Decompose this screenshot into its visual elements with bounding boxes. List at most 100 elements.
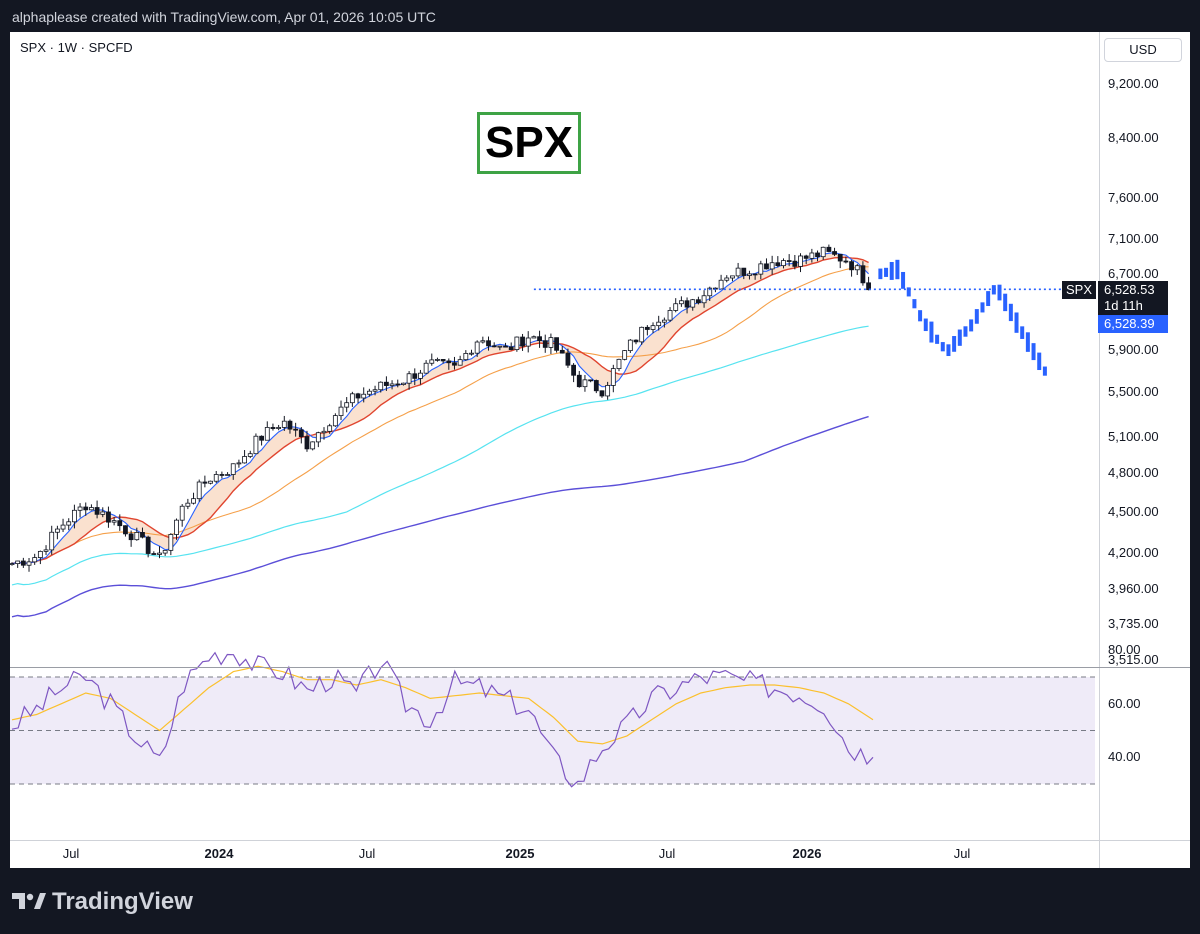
projection-bar [906,287,911,297]
candle-body [520,336,525,347]
candle-body [66,521,72,526]
price-tick-label: 3,735.00 [1108,615,1159,631]
candle-body [32,557,38,563]
ma-cyan-line [11,325,869,586]
candle-body [650,325,656,330]
candle-body [401,382,406,385]
candle-body [514,336,520,350]
candle-body [452,362,457,366]
candle-body [77,506,83,511]
candle-body [730,275,735,279]
time-tick-label: 2026 [792,846,822,861]
projection-bar [986,291,991,307]
candle-body [457,359,463,366]
price-tick-label: 5,500.00 [1108,383,1159,399]
candle-body [196,481,202,500]
candle-body [690,299,696,308]
candle-body [89,507,94,511]
pane-separator[interactable] [10,667,1190,668]
candle-body [230,463,236,475]
candle-body [860,265,866,284]
projection-bar [1014,312,1019,333]
candle-body [168,534,174,551]
candle-body [764,263,769,270]
rsi-signal-line [11,665,874,745]
time-axis-divider [10,840,1190,841]
ma-mid-line [11,256,869,565]
price-chart[interactable] [10,32,1100,868]
bar-countdown: 1d 11h [1104,298,1143,313]
projection-bar [1025,332,1030,352]
candle-body [769,262,775,270]
price-tick-label: 7,100.00 [1108,231,1159,247]
candle-body [741,267,747,276]
candle-body [781,260,786,267]
tradingview-logo: TradingView [12,888,193,916]
candle-body [259,435,265,441]
candle-body [293,428,299,431]
candle-body [72,509,77,523]
candle-body [134,532,140,541]
projection-price-label: 6,528.39 [1098,315,1168,333]
candle-body [633,339,639,343]
candle-body [508,346,514,350]
chart-panel[interactable]: SPX · 1W · SPCFD USD 9,200.00 8,400.00 7,6… [10,32,1190,868]
candle-body [582,379,588,388]
time-tick-label: Jul [658,846,676,861]
candle-body [349,393,355,404]
price-tick-label: 9,200.00 [1108,76,1159,91]
candle-body [361,393,367,399]
candle-body [820,246,826,258]
projection-bar [991,285,996,295]
symbol-label[interactable]: SPX · 1W · SPCFD [20,40,133,55]
candle-body [384,381,389,386]
projection-bar [878,268,883,280]
candle-body [140,532,145,538]
projection-bar [1031,343,1036,361]
candle-body [724,277,730,281]
ma-ribbon-fill [12,252,869,564]
candle-body [661,319,667,323]
time-tick-label: Jul [953,846,971,861]
candle-body [287,420,293,430]
projection-bar [969,319,974,332]
candle-body [83,506,89,511]
candle-body [395,383,401,386]
candle-body [826,246,832,252]
projection-bar [980,302,985,313]
candle-body [15,560,21,565]
candle-body [151,553,157,555]
projection-bar [957,329,962,346]
candle-body [588,379,594,382]
candle-body [174,519,179,535]
candle-body [43,549,49,552]
candle-body [792,260,798,267]
candle-body [60,524,66,530]
candle-body [406,373,412,384]
candle-body [49,531,55,551]
candle-body [786,260,792,262]
candle-body [644,326,650,330]
candle-body [474,341,480,354]
currency-button[interactable]: USD [1104,38,1182,62]
candle-body [236,462,242,465]
time-tick-label: 2024 [204,846,234,861]
candle-body [554,337,559,351]
candle-body [798,255,803,267]
candle-body [486,340,491,347]
candle-body [225,474,230,476]
projection-bar [912,299,917,309]
candle-body [355,393,361,399]
creator-caption: alphaplease created with TradingView.com… [12,9,436,25]
candle-body [310,441,316,450]
candle-body [26,561,32,566]
candle-body [435,359,440,361]
candle-body [622,350,628,360]
candle-body [128,533,134,541]
candle-body [304,436,310,450]
candle-body [849,261,854,271]
candle-body [701,295,707,304]
price-tick-label: 3,515.00 [1108,652,1159,667]
candle-body [145,536,151,554]
candle-body [20,560,26,566]
